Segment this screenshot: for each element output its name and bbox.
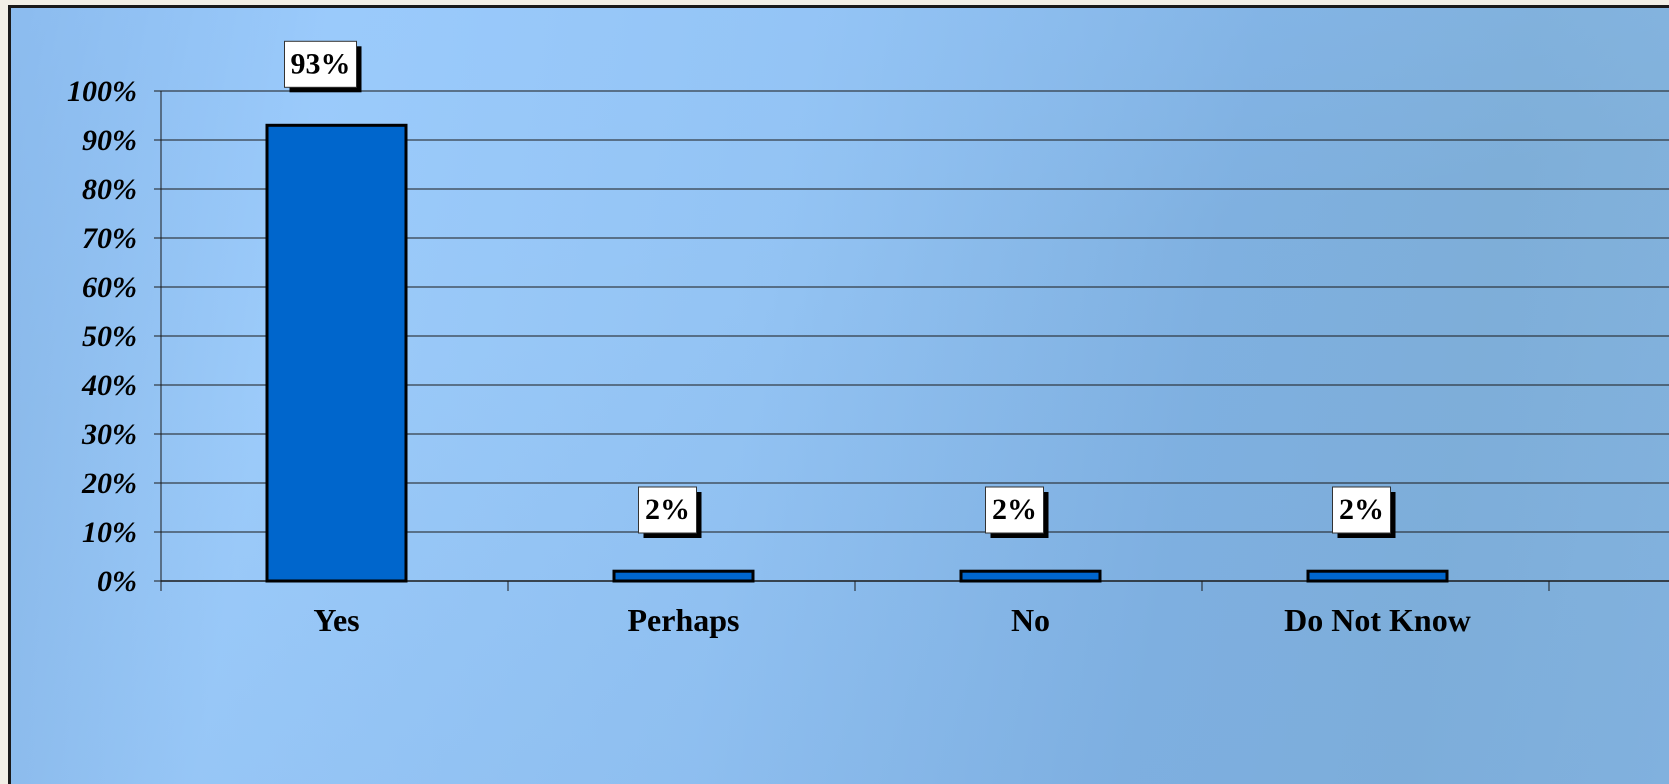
data-label: 93%	[284, 40, 362, 93]
y-tick-label: 70%	[82, 222, 137, 255]
data-label: 2%	[985, 486, 1049, 538]
x-category-label: Yes	[313, 602, 359, 638]
data-label-text: 2%	[645, 493, 690, 526]
bar	[612, 569, 755, 583]
y-tick-label: 90%	[82, 124, 137, 157]
data-labels: 93% 2% 2% 2%	[284, 40, 1396, 538]
y-tick-label: 0%	[97, 565, 137, 598]
data-label: 2%	[1332, 486, 1396, 538]
bar	[959, 569, 1102, 583]
data-label-text: 2%	[1339, 493, 1384, 526]
bars	[265, 123, 1449, 583]
y-tick-label: 60%	[82, 271, 137, 304]
chart-frame: 0% 10% 20% 30% 40% 50% 60% 70% 80% 90% 100% Yes Per…	[8, 5, 1669, 784]
y-tick-label: 100%	[67, 75, 137, 108]
x-category-label: Do Not Know	[1284, 602, 1471, 638]
data-label-text: 2%	[992, 493, 1037, 526]
data-label-box	[1332, 486, 1391, 534]
bar-chart: 0% 10% 20% 30% 40% 50% 60% 70% 80% 90% 100% Yes Per…	[67, 40, 1669, 638]
x-category-label: Perhaps	[628, 602, 740, 638]
data-label-box	[638, 486, 697, 534]
data-label-box	[985, 486, 1044, 534]
data-label: 2%	[638, 486, 702, 538]
y-tick-label: 10%	[82, 516, 137, 549]
y-tick-label: 80%	[82, 173, 137, 206]
y-tick-label: 40%	[81, 369, 137, 402]
y-axis-ticks: 0% 10% 20% 30% 40% 50% 60% 70% 80% 90% 100%	[67, 75, 161, 598]
y-tick-label: 50%	[82, 320, 137, 353]
y-tick-label: 20%	[81, 467, 137, 500]
gridlines	[161, 90, 1669, 582]
x-category-label: No	[1011, 602, 1050, 638]
x-axis-categories: Yes Perhaps No Do Not Know	[313, 602, 1470, 638]
bar	[1306, 569, 1449, 583]
y-tick-label: 30%	[81, 418, 137, 451]
data-label-text: 93%	[291, 47, 351, 80]
bar	[265, 123, 408, 583]
data-label-box	[284, 40, 357, 88]
